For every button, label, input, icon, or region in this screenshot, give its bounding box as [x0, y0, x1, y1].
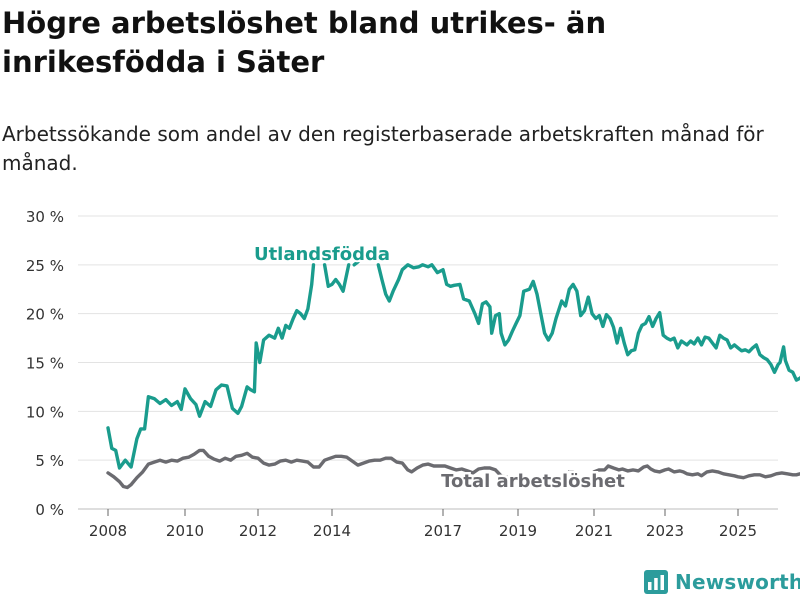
series-line-total: [106, 448, 522, 490]
y-tick-label: 0 %: [35, 501, 64, 519]
chart-subtitle: Arbetssökande som andel av den registerb…: [2, 122, 764, 175]
series-line-utlandsfodda: [376, 263, 800, 382]
y-tick-label: 5 %: [35, 452, 64, 470]
series-lines: [106, 260, 800, 490]
series-line-utlandsfodda: [106, 263, 316, 470]
series-line-utlandsfodda: [322, 263, 351, 293]
series-label-utlandsfodda: Utlandsfödda: [254, 244, 390, 265]
y-axis-tick-labels: 0 % 5 % 10 % 15 % 20 % 25 % 30 %: [26, 208, 64, 519]
gridlines: [78, 215, 778, 510]
x-tick-label: 2012: [239, 522, 277, 540]
y-tick-label: 25 %: [26, 257, 64, 275]
x-tick-label: 2023: [646, 522, 684, 540]
y-tick-label: 15 %: [26, 355, 64, 373]
x-tick-label: 2021: [575, 522, 613, 540]
series-label-total: Total arbetslöshet: [441, 471, 625, 492]
series-line-total: [592, 464, 800, 480]
y-tick-label: 20 %: [26, 306, 64, 324]
series-line-utlandsfodda: [352, 260, 360, 267]
x-tick-label: 2019: [499, 522, 537, 540]
x-axis: 2008 2010 2012 2014 2017 2019 2021 2023 2025: [89, 509, 757, 540]
newsworthy-logo: Newsworthy: [644, 566, 800, 598]
chart-title: Högre arbetslöshet bland utrikes- än inr…: [2, 6, 607, 79]
x-tick-label: 2010: [166, 522, 204, 540]
bar-chart-icon: [644, 570, 668, 594]
y-tick-label: 10 %: [26, 403, 64, 421]
x-tick-label: 2017: [424, 522, 462, 540]
x-tick-label: 2008: [89, 522, 127, 540]
x-tick-label: 2025: [719, 522, 757, 540]
y-tick-label: 30 %: [26, 208, 64, 226]
brand-name: Newsworthy: [675, 570, 800, 594]
x-tick-label: 2014: [313, 522, 351, 540]
